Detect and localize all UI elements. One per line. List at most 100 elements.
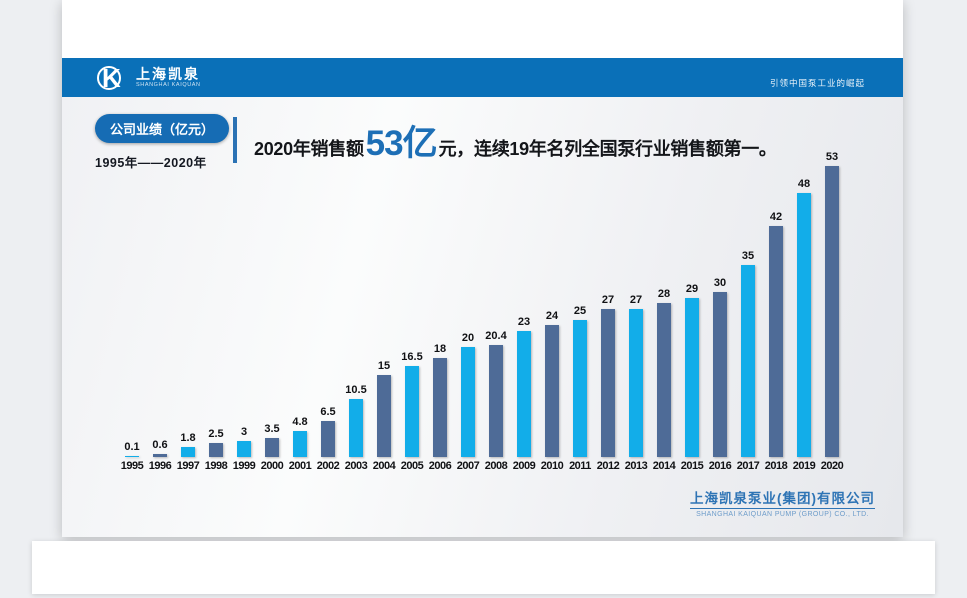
bar: [545, 325, 559, 457]
bar-column: 0.1: [118, 441, 146, 457]
bar: [433, 358, 447, 457]
bar-value-label: 42: [769, 211, 783, 223]
year-label: 2018: [764, 460, 788, 472]
year-label: 2005: [400, 460, 424, 472]
bar-column: 20.4: [482, 330, 510, 457]
logo-name-en: SHANGHAI KAIQUAN: [136, 81, 201, 88]
bar-value-label: 27: [601, 293, 615, 306]
bar: [349, 399, 363, 457]
bar-value-label: 3: [240, 425, 248, 438]
bar: [657, 303, 671, 457]
bar-value-label: 2.5: [208, 428, 224, 441]
bar: [797, 193, 811, 457]
chart-bars: 0.1 0.6 1.8 2.5 3 3.5 4.8 6.5 10.5 15 16.5 18 20 20.4…: [118, 147, 846, 457]
year-label: 2008: [484, 460, 508, 472]
bar: [377, 374, 391, 457]
bar-value-label: 20: [461, 332, 475, 344]
bar-value-label: 27: [629, 293, 643, 306]
bar-column: 29: [678, 282, 706, 457]
bar: [461, 347, 475, 457]
bar-column: 25: [566, 304, 594, 457]
bar: [741, 264, 755, 457]
footer-company-en: SHANGHAI KAIQUAN PUMP (GROUP) CO., LTD.: [696, 511, 869, 518]
title-separator: [233, 117, 237, 163]
chart-title-badge: 公司业绩（亿元）: [95, 114, 230, 143]
bar-value-label: 10.5: [345, 384, 367, 397]
year-label: 2016: [708, 460, 732, 472]
year-label: 2020: [820, 460, 844, 472]
footer-company-cn: 上海凯泉泵业(集团)有限公司: [690, 487, 875, 509]
logo-mark-icon: K: [97, 63, 121, 93]
bar-value-label: 35: [741, 249, 755, 262]
bar: [825, 165, 839, 457]
bar: [153, 453, 167, 457]
company-footer: 上海凯泉泵业(集团)有限公司 SHANGHAI KAIQUAN PUMP (GR…: [690, 487, 875, 518]
slide-header-band: K 上海凯泉 SHANGHAI KAIQUAN 引领中国泵工业的崛起: [62, 58, 903, 97]
year-label: 2002: [316, 460, 340, 472]
company-logo: K 上海凯泉 SHANGHAI KAIQUAN: [95, 62, 201, 94]
bar-column: 6.5: [314, 406, 342, 457]
bar-value-label: 0.1: [124, 441, 140, 454]
bar-column: 4.8: [286, 416, 314, 457]
bar-column: 24: [538, 310, 566, 457]
bar-value-label: 29: [685, 282, 699, 295]
bar: [209, 443, 223, 457]
bar: [769, 226, 783, 457]
year-label: 1996: [148, 460, 172, 472]
year-label: 2003: [344, 460, 368, 472]
bar-column: 0.6: [146, 439, 174, 457]
bar-column: 27: [594, 293, 622, 457]
bar-value-label: 24: [545, 310, 559, 322]
year-label: 1995: [120, 460, 144, 472]
bar-value-label: 30: [713, 277, 727, 289]
bar-value-label: 3.5: [264, 422, 280, 435]
bar-column: 10.5: [342, 384, 370, 457]
year-label: 2010: [540, 460, 564, 472]
bar-column: 27: [622, 293, 650, 457]
slide-content: 公司业绩（亿元） 1995年——2020年 2020年销售额 53亿 元，连续1…: [62, 97, 903, 537]
bar: [181, 447, 195, 457]
bar-column: 35: [734, 249, 762, 457]
bar-value-label: 53: [825, 150, 839, 163]
bar: [629, 308, 643, 457]
year-label: 2012: [596, 460, 620, 472]
year-label: 1998: [204, 460, 228, 472]
bar-value-label: 6.5: [320, 406, 336, 419]
bar: [293, 430, 307, 457]
year-label: 2011: [569, 460, 591, 472]
bar-value-label: 1.8: [180, 432, 196, 445]
bar: [489, 344, 503, 457]
year-label: 2019: [792, 460, 816, 472]
bar-value-label: 25: [573, 304, 587, 317]
year-label: 2013: [624, 460, 648, 472]
bar-value-label: 23: [517, 315, 531, 328]
bar: [713, 292, 727, 457]
year-label: 2017: [736, 460, 760, 472]
chart-year-range: 1995年——2020年: [95, 156, 207, 170]
bar-value-label: 28: [657, 288, 671, 300]
logo-text: 上海凯泉 SHANGHAI KAIQUAN: [136, 67, 201, 89]
svg-text:K: K: [102, 63, 121, 93]
bar-value-label: 0.6: [152, 438, 168, 451]
headline: 2020年销售额 53亿 元，连续19年名列全国泵行业销售额第一。: [254, 115, 894, 166]
bar-value-label: 48: [797, 178, 811, 190]
bar: [321, 421, 335, 457]
bar: [265, 437, 279, 457]
headline-prefix: 2020年销售额: [254, 139, 364, 159]
year-label: 2004: [372, 460, 396, 472]
year-label: 2001: [288, 460, 312, 472]
bar-column: 48: [790, 178, 818, 457]
bar-column: 20: [454, 332, 482, 457]
bar-column: 23: [510, 315, 538, 457]
bar: [517, 330, 531, 457]
headline-suffix: 元，连续19年名列全国泵行业销售额第一。: [438, 139, 777, 159]
next-page-peek: [32, 541, 935, 594]
headline-highlight: 53亿: [365, 124, 438, 163]
year-label: 2014: [652, 460, 676, 472]
bar-value-label: 20.4: [485, 329, 507, 342]
year-label: 1997: [176, 460, 200, 472]
bar-column: 2.5: [202, 428, 230, 457]
year-label: 2009: [512, 460, 536, 472]
bar: [125, 456, 139, 457]
logo-name-cn: 上海凯泉: [136, 65, 200, 82]
